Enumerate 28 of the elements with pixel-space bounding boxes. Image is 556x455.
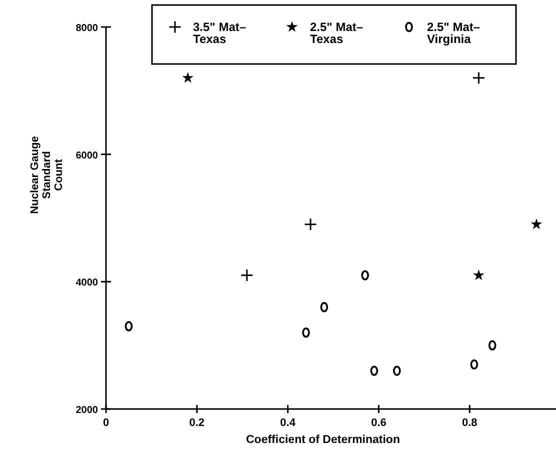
x-tick-label: 0.6 (371, 417, 386, 429)
y-tick-label: 4000 (76, 278, 98, 289)
point (302, 328, 310, 338)
x-tick-label: 0 (102, 417, 110, 429)
legend-label: 2.5" Mat–Virginia (427, 20, 480, 46)
point (370, 366, 378, 376)
y-tick-label: 6000 (76, 150, 98, 162)
x-tick-label: 0.8 (462, 417, 478, 429)
legend-label: 3.5" Mat–Texas (193, 20, 246, 46)
point (304, 218, 318, 231)
point (488, 340, 496, 350)
point (182, 72, 194, 83)
point (530, 218, 542, 230)
point (124, 321, 133, 332)
point (472, 71, 486, 84)
point (320, 302, 328, 312)
point (393, 366, 401, 376)
x-tick-label: 0.4 (280, 417, 296, 429)
legend-label: 2.5" Mat–Texas (310, 20, 364, 46)
x-axis-title: Coefficient of Determination (246, 434, 400, 446)
point (240, 268, 254, 282)
point (473, 269, 484, 280)
point (361, 270, 369, 280)
x-tick-label: 0.2 (189, 417, 205, 429)
y-axis-title: Nuclear Gauge Standard Count (29, 136, 65, 214)
point (470, 359, 478, 370)
y-tick-label: 2000 (76, 405, 98, 416)
y-tick-label: 8000 (76, 23, 98, 34)
